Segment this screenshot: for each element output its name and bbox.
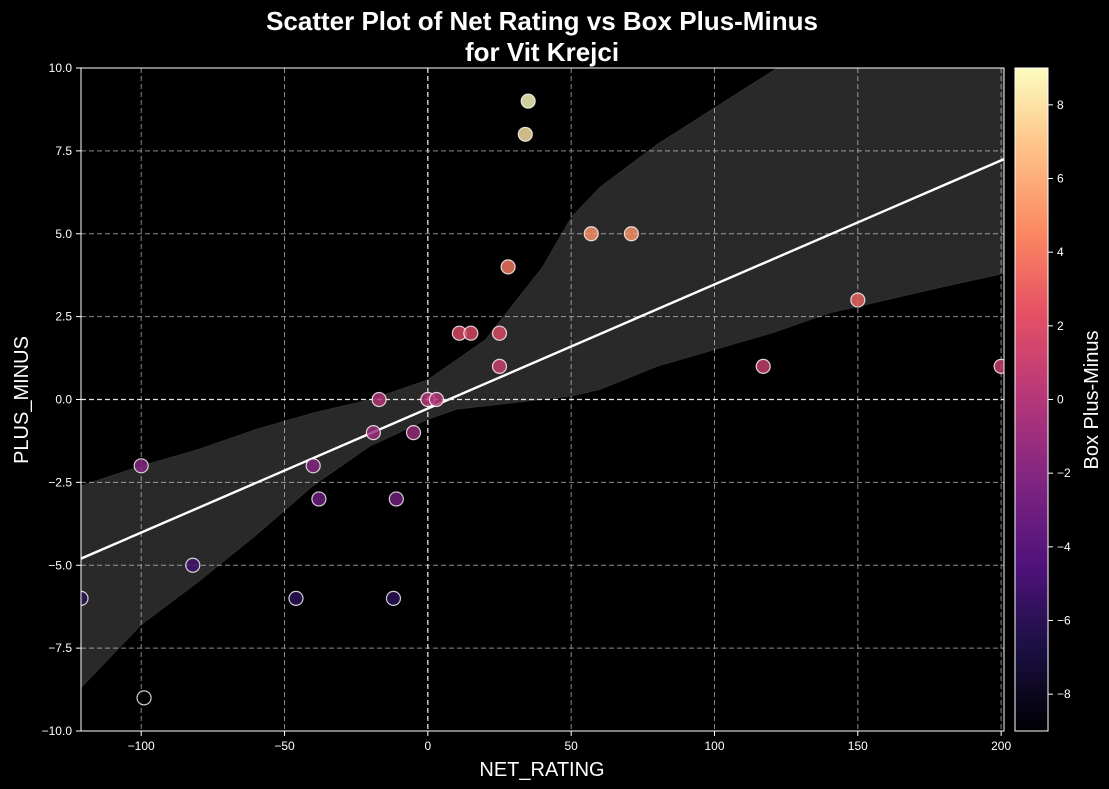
data-points [81,93,1004,706]
data-point [500,259,516,275]
data-point [755,358,771,374]
data-point [288,590,304,607]
colorbar-ticks: −8 −6 −4 −2 0 2 4 6 8 [1048,98,1071,701]
x-axis-label: NET_RATING [479,759,604,781]
data-point [371,391,387,408]
colorbar-tick-label: −8 [1057,687,1071,701]
data-point [520,93,536,109]
chart-title-line-1: Scatter Plot of Net Rating vs Box Plus-M… [266,6,818,36]
y-tick-label: −2.5 [48,475,72,489]
x-axis-ticks: −100 −50 0 50 100 150 200 [128,731,1011,753]
x-tick-label: 50 [564,739,578,753]
x-tick-label: 0 [424,739,431,753]
data-point [81,590,89,606]
data-point [136,690,152,706]
x-tick-label: 100 [704,739,724,753]
data-point [623,226,639,242]
y-tick-label: −5.0 [48,558,72,572]
y-tick-label: 10.0 [49,61,73,75]
data-point [305,458,321,474]
data-point [185,557,201,573]
x-tick-label: −100 [128,739,155,753]
data-point [405,425,422,441]
colorbar [1014,67,1049,732]
data-point [583,226,599,242]
y-tick-label: 7.5 [55,144,72,158]
y-axis-label: PLUS_MINUS [11,336,33,464]
y-tick-label: 5.0 [55,227,72,241]
x-tick-label: 150 [848,739,868,753]
colorbar-tick-label: −4 [1057,540,1071,554]
chart-title-line-2: for Vit Krejci [465,37,619,67]
colorbar-tick-label: −2 [1057,466,1071,480]
data-point [388,491,404,507]
colorbar-tick-label: 2 [1057,319,1064,333]
colorbar-tick-label: 4 [1057,245,1064,259]
data-point [517,126,533,142]
colorbar-tick-label: 0 [1057,393,1064,407]
regression-line [81,158,1004,560]
data-point [491,358,508,374]
y-axis-ticks: −10.0 −7.5 −5.0 −2.5 0.0 2.5 5.0 7.5 10.0 [42,61,81,738]
data-point [463,325,479,341]
data-point [491,325,508,341]
data-point [311,491,327,507]
y-tick-label: 2.5 [55,310,72,324]
y-tick-label: −10.0 [42,724,73,738]
x-tick-label: −50 [274,739,295,753]
data-point [993,358,1004,374]
data-point [850,292,866,308]
data-point [385,590,402,607]
y-tick-label: 0.0 [55,393,72,407]
colorbar-tick-label: −6 [1057,614,1071,628]
colorbar-label: Box Plus-Minus [1081,331,1103,470]
colorbar-tick-label: 8 [1057,98,1064,112]
y-tick-label: −7.5 [48,641,72,655]
data-point [428,391,445,408]
confidence-band [81,68,1004,689]
colorbar-tick-label: 6 [1057,172,1064,186]
x-tick-label: 200 [991,739,1011,753]
data-point [365,425,381,441]
data-point [133,458,149,474]
